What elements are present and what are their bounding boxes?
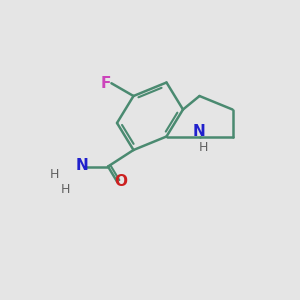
Text: O: O (114, 174, 127, 189)
Text: H: H (49, 168, 59, 182)
Text: N: N (76, 158, 88, 172)
Text: H: H (60, 183, 70, 196)
Text: F: F (101, 76, 111, 91)
Text: H: H (198, 141, 208, 154)
Text: N: N (193, 124, 206, 139)
